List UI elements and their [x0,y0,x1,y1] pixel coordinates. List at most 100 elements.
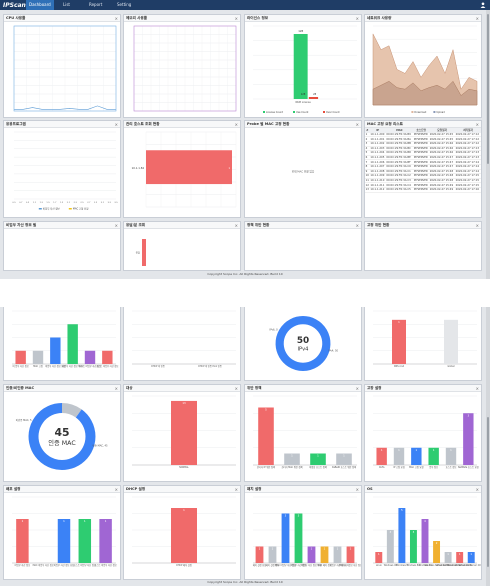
bar [320,546,329,563]
table-header-cell[interactable]: 호스트명 [413,128,430,133]
close-icon[interactable]: × [475,121,479,127]
bottom-panel-11: OS × 1 Linux 3 Windows XP 5 Windows 7 3 Windows 8… [364,485,482,580]
x-tick-label: 3.3 [108,202,112,204]
table-cell: 10 [365,173,370,179]
legend-label: 비업무 자산 정보 [43,207,61,211]
user-icon[interactable] [480,2,486,8]
table-row[interactable]: 4 10.1.1.203 00:0C:29:F6:3A:BC MYSERVER 2020… [365,146,481,152]
table-header-cell[interactable]: MAC [385,128,414,133]
dashboard-screenshot-top: IPScan Dashboard List Report Setting CPU… [0,0,490,279]
bar-value-label: 13 [182,401,186,405]
bar-value-label: 1 [350,547,352,551]
table-row[interactable]: 9 10.1.1.208 00:0C:29:F6:3A:C1 MYSERVER 2020… [365,169,481,175]
close-icon[interactable]: × [355,486,359,492]
close-icon[interactable]: × [234,385,238,391]
table-cell: 2020-02-27 15:47 [429,159,456,165]
bar-value-label: 1 [259,547,261,551]
scrollbar-thumb-bottom[interactable] [487,417,489,567]
x-tick-label: 2.3 [74,202,78,204]
panel-title: Probe 별 MAC 고정 현황 [247,122,290,126]
table-row[interactable]: 3 10.1.1.202 00:0C:29:F6:3A:BB MYSERVER 2020… [365,141,481,147]
legend-label: Download [414,111,426,114]
close-icon[interactable]: × [475,486,479,492]
bar [375,552,383,563]
close-icon[interactable]: × [475,15,479,21]
close-icon[interactable]: × [114,15,118,21]
close-icon[interactable]: × [355,222,359,228]
nav-setting[interactable]: Setting [117,2,132,7]
table-row[interactable]: 13 10.1.1.212 00:0C:29:F6:3A:C5 MYSERVER 202… [365,187,481,193]
license-bar [293,34,308,99]
x-tick-label: 비업무 자산 정보 [330,563,345,567]
donut-label: IPv4, 50 [328,350,338,353]
table-row[interactable]: 12 10.1.1.211 00:0C:29:F6:3A:C4 MYSERVER 202… [365,182,481,188]
scrollbar-bottom[interactable] [486,307,490,586]
chart-svg [13,25,117,112]
chart-svg: 1 비업무 자산 정보 MAC 비업무 자산 정보 1 비업무 자산 정보 요청 1 호스트… [12,496,117,567]
panel-title: 고정 위반 현황 [367,223,390,227]
panel-body [124,22,240,117]
table-row[interactable]: 8 10.1.1.207 00:0C:29:F6:3A:C0 MYSERVER 2020… [365,164,481,170]
bottom-panel-9: DHCP 설정 × 1 DHCP 패치 설정 [123,485,241,580]
table-header-cell[interactable]: 요청일자 [429,128,456,133]
close-icon[interactable]: × [475,385,479,391]
close-icon[interactable]: × [234,15,238,21]
x-tick-label: 비업무 자산 정보 MAC [62,364,84,368]
panel-body: 1 DHCP 패치 설정 [124,493,240,579]
scrollbar-top[interactable] [486,10,490,279]
x-tick-label: 패치 설정 정보 [266,563,279,567]
table-row[interactable]: 10 10.1.1.209 00:0C:29:F6:3A:C2 MYSERVER 202… [365,173,481,179]
close-icon[interactable]: × [355,385,359,391]
nav-dashboard[interactable]: Dashboard [26,0,54,10]
close-icon[interactable]: × [234,222,238,228]
x-tick-label: 호스트 비업무 자산 정보 [79,364,101,368]
legend-label: License Count [266,111,283,114]
table-cell: 2020-02-27 17:13 [455,146,481,152]
close-icon[interactable]: × [114,486,118,492]
table-header-cell[interactable]: # [365,128,370,133]
table-row[interactable]: 1 10.1.1.200 00:0C:29:F6:3A:B9 MYSERVER 2020… [365,132,481,138]
bar [456,552,464,563]
bar [99,519,112,563]
x-tick-label: 업무 정보 [429,465,438,469]
close-icon[interactable]: × [234,121,238,127]
donut-center-value: 50 [297,336,309,346]
legend-swatch [68,208,72,210]
table-row[interactable]: 6 10.1.1.205 00:0C:29:F6:3A:BE MYSERVER 2020… [365,155,481,161]
table-row[interactable]: 7 10.1.1.206 00:0C:29:F6:3A:BF MYSERVER 2020… [365,159,481,165]
legend-label: MAC 고정 요청 [73,207,89,211]
panel-header: 정책 위반 현황 × [245,222,361,229]
nav-report[interactable]: Report [89,2,103,7]
close-icon[interactable]: × [234,486,238,492]
license-low-label: 128 [301,93,306,96]
panel-title: OS [367,487,373,491]
chart-svg: DHCP 비 인증 DHCP 비 인증 Pool 인증 [132,310,236,368]
bar-value-label: 1 [459,552,461,556]
close-icon[interactable]: × [114,121,118,127]
table-cell: 2020-02-27 15:49 [429,187,456,193]
bar [433,541,441,563]
close-icon[interactable]: × [475,222,479,228]
donut-slice [275,316,331,371]
table-header-cell[interactable]: IP [369,128,386,133]
table-header-cell[interactable]: 처리일자 [455,128,481,133]
table-row[interactable]: 11 10.1.1.210 00:0C:29:F6:3A:C3 MYSERVER 202… [365,178,481,184]
table-cell: 2020-02-27 17:14 [455,169,481,175]
close-icon[interactable]: × [114,385,118,391]
close-icon[interactable]: × [355,121,359,127]
table-cell: 2020-02-27 17:13 [455,150,481,156]
app-logo: IPScan [3,1,26,9]
donut-slice [61,403,82,418]
x-tick-label: 호스트 정보 [446,465,457,469]
scrollbar-thumb-top[interactable] [487,14,489,164]
table-cell: 2020-02-27 15:48 [429,173,456,179]
table-row[interactable]: 5 10.1.1.204 00:0C:29:F6:3A:BD MYSERVER 2020… [365,150,481,156]
panel-header: Probe 별 MAC 고정 현황 × [245,121,361,128]
nav-list[interactable]: List [63,2,70,7]
bar-value-label: 1 [105,519,107,523]
table-cell: 2020-02-27 17:12 [455,141,481,147]
close-icon[interactable]: × [355,15,359,21]
table-cell: 11 [365,178,370,184]
close-icon[interactable]: × [114,222,118,228]
table-row[interactable]: 2 10.1.1.201 00:0C:29:F6:3A:BA MYSERVER 2020… [365,136,481,142]
